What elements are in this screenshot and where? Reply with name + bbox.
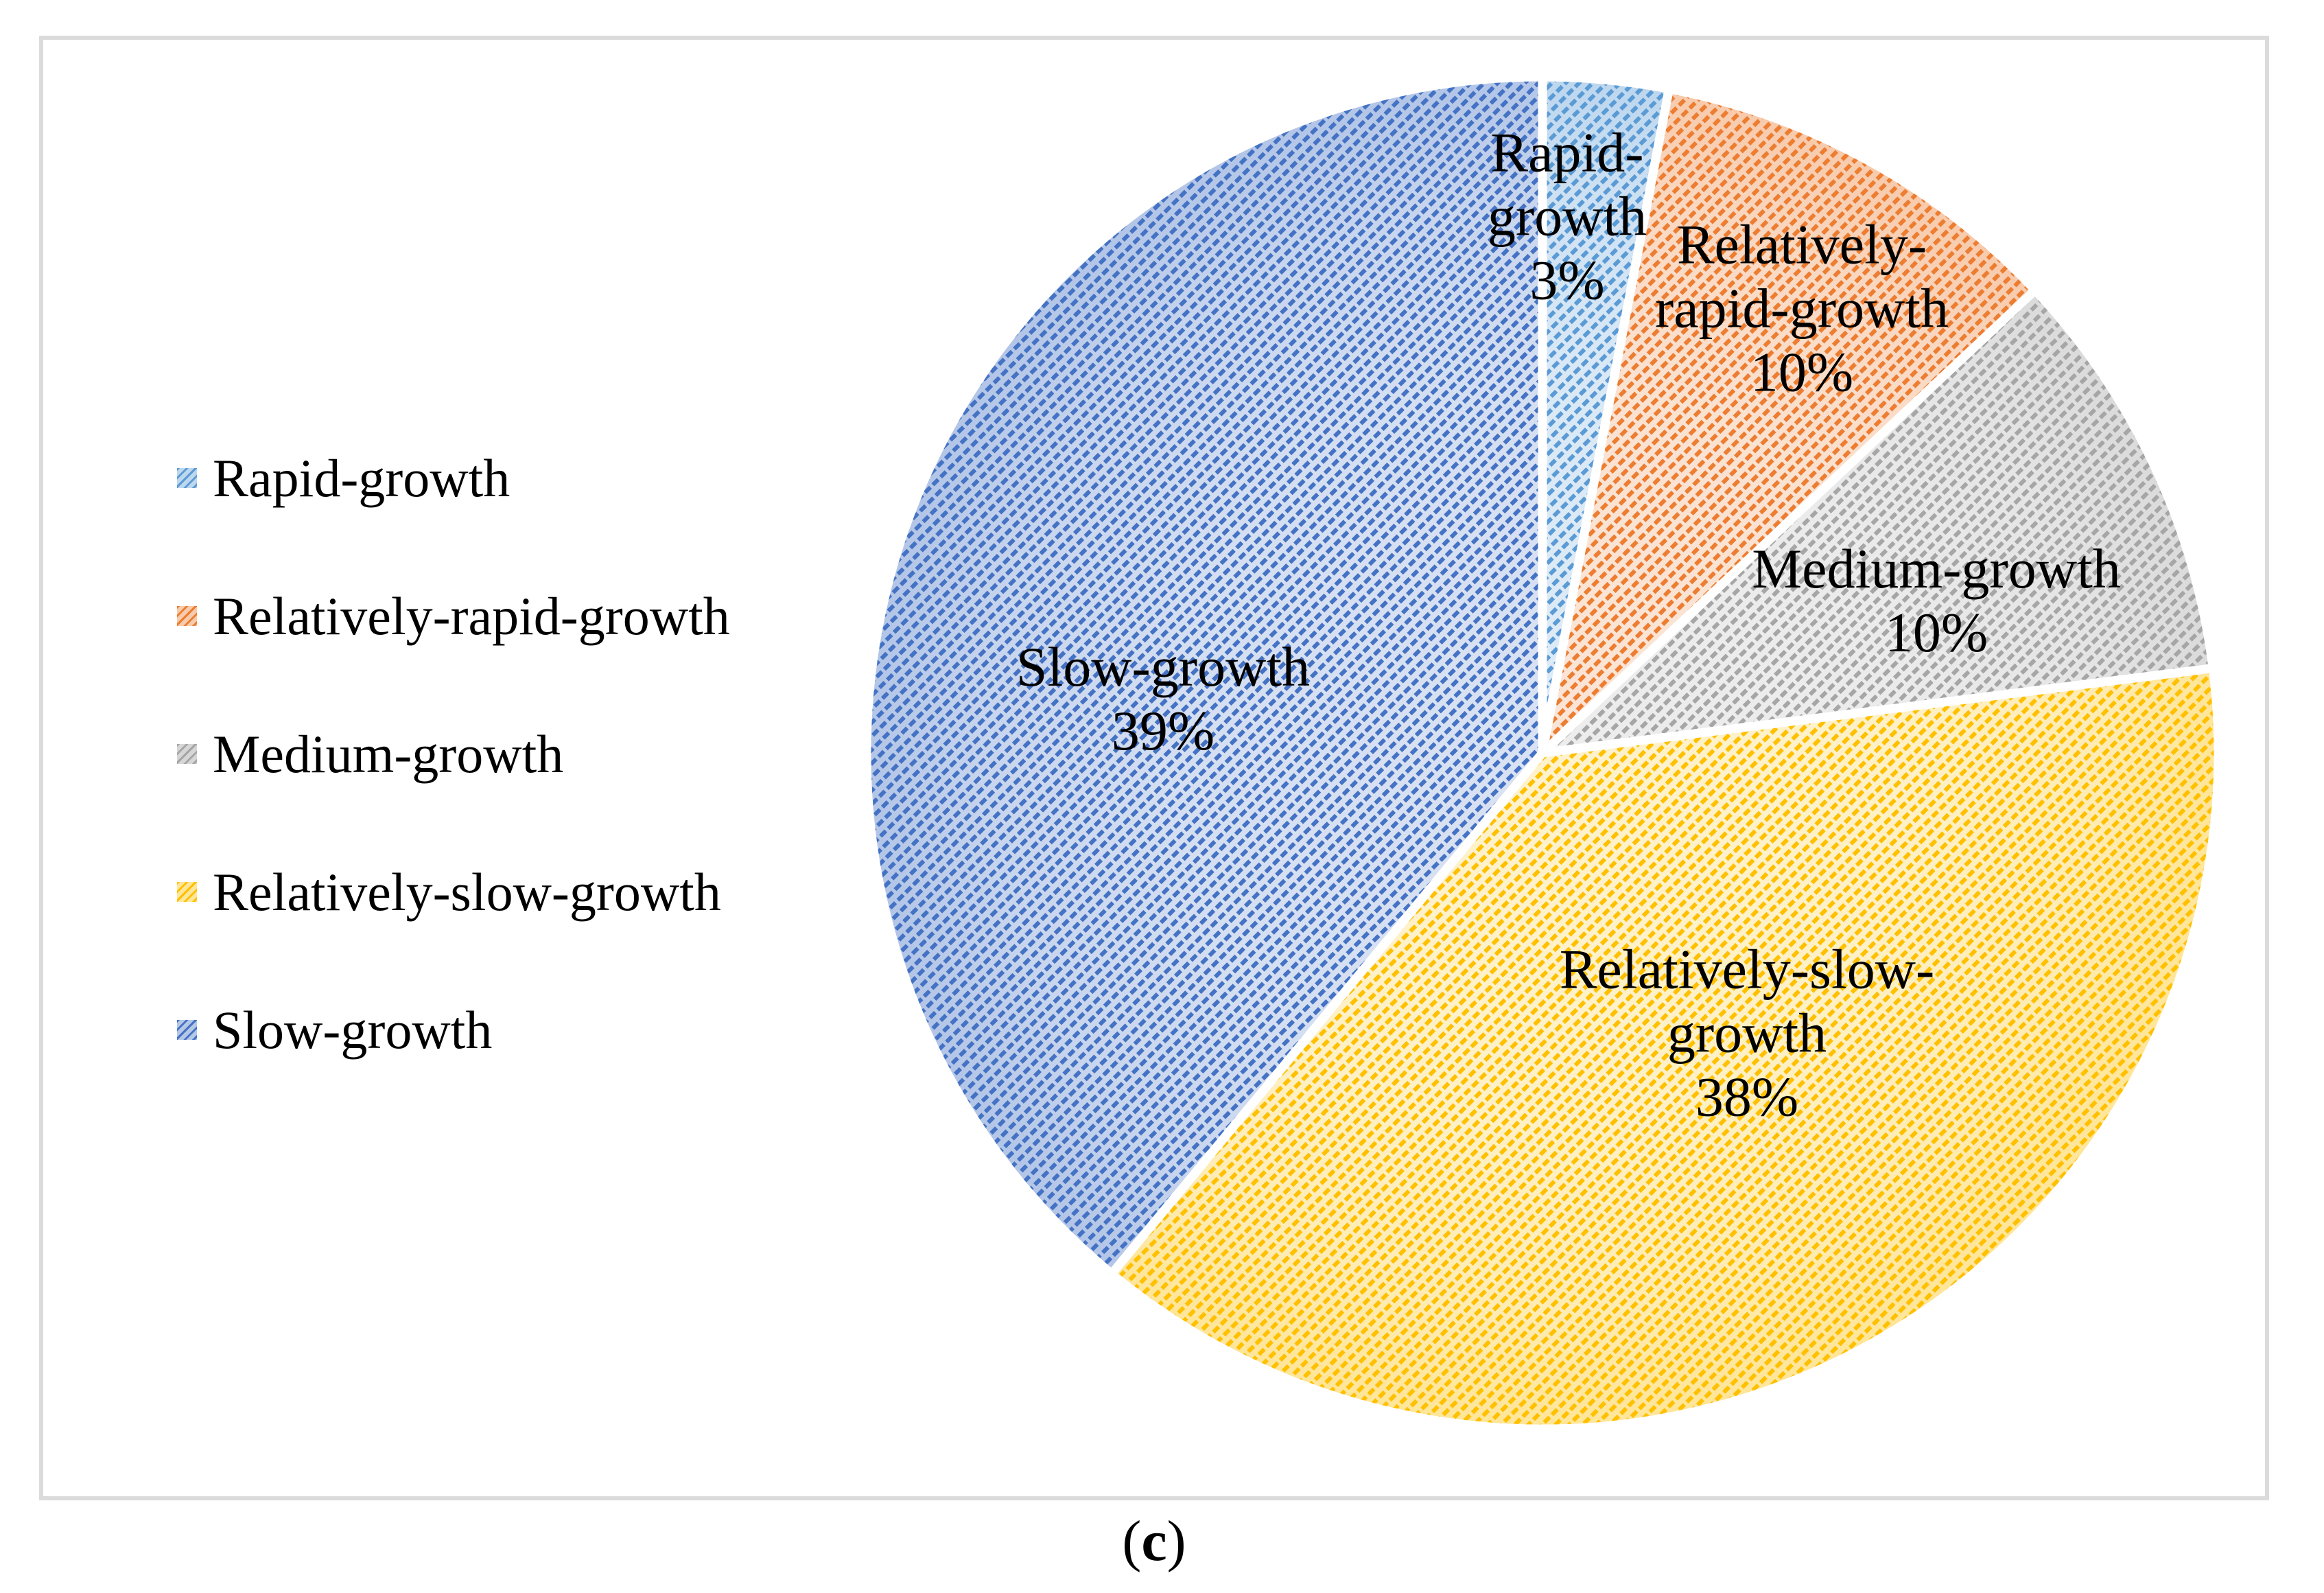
pie-slice-relatively-rapid-growth xyxy=(1538,84,2040,758)
legend-item-medium-growth: Medium-growth xyxy=(177,685,730,823)
legend-label: Medium-growth xyxy=(213,723,564,784)
legend-label: Slow-growth xyxy=(213,999,493,1060)
caption-open-paren: ( xyxy=(1122,1509,1142,1573)
legend-item-slow-growth: Slow-growth xyxy=(177,961,730,1099)
legend-item-rapid-growth: Rapid-growth xyxy=(177,409,730,547)
legend-label: Relatively-rapid-growth xyxy=(213,585,730,646)
slice-label-slow-growth: Slow-growth 39% xyxy=(1016,636,1311,762)
legend: Rapid-growth Relatively-rapid-growth Mediu… xyxy=(177,409,730,1099)
legend-item-relatively-rapid-growth: Relatively-rapid-growth xyxy=(177,547,730,685)
pie-svg xyxy=(862,72,2223,1434)
legend-label: Rapid-growth xyxy=(213,447,510,508)
caption-close-paren: ) xyxy=(1166,1509,1186,1573)
pie-chart: Rapid- growth 3% Relatively- rapid-growth… xyxy=(858,68,2227,1438)
figure-caption: (c) xyxy=(39,1509,2269,1573)
slice-label-relatively-rapid-growth: Relatively- rapid-growth 10% xyxy=(1654,213,1949,404)
pie-slice-slow-growth xyxy=(862,72,1547,1279)
slice-label-relatively-slow-growth: Relatively-slow- growth 38% xyxy=(1559,938,1935,1128)
slice-label-medium-growth: Medium-growth 10% xyxy=(1752,537,2121,664)
legend-swatch-icon xyxy=(177,1020,197,1040)
legend-swatch-icon xyxy=(177,468,197,488)
legend-swatch-icon xyxy=(177,744,197,764)
caption-letter: c xyxy=(1141,1509,1167,1573)
legend-label: Relatively-slow-growth xyxy=(213,861,721,922)
legend-swatch-icon xyxy=(177,606,197,626)
pie-slice-relatively-slow-growth xyxy=(1107,664,2223,1434)
legend-item-relatively-slow-growth: Relatively-slow-growth xyxy=(177,823,730,961)
legend-swatch-icon xyxy=(177,882,197,902)
pie-slice-medium-growth xyxy=(1538,286,2218,758)
slice-label-rapid-growth: Rapid- growth 3% xyxy=(1487,121,1647,312)
chart-area: Rapid-growth Relatively-rapid-growth Mediu… xyxy=(39,36,2269,1500)
